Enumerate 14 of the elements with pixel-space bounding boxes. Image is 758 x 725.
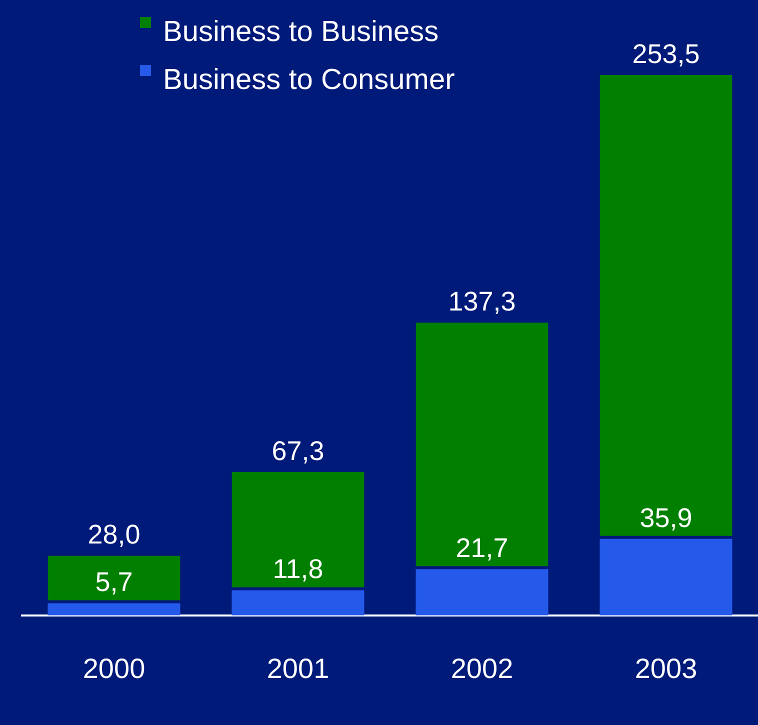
data-label: 21,7 [456, 533, 508, 564]
x-tick-label: 2003 [634, 652, 698, 684]
total-label: 28,0 [88, 520, 140, 550]
data-label: 11,8 [272, 554, 324, 584]
x-tick-label: 2002 [450, 652, 514, 684]
legend-label: Business to Business [162, 14, 440, 50]
x-tick-label: 2001 [266, 652, 330, 684]
legend-label: Business to Consumer [162, 62, 455, 98]
data-label: 5,7 [95, 567, 133, 598]
x-tick-label: 2000 [82, 652, 146, 684]
total-label: 67,3 [272, 436, 324, 466]
total-label: 137,3 [448, 286, 516, 317]
total-label: 253,5 [632, 38, 700, 69]
data-label: 35,9 [640, 502, 692, 533]
